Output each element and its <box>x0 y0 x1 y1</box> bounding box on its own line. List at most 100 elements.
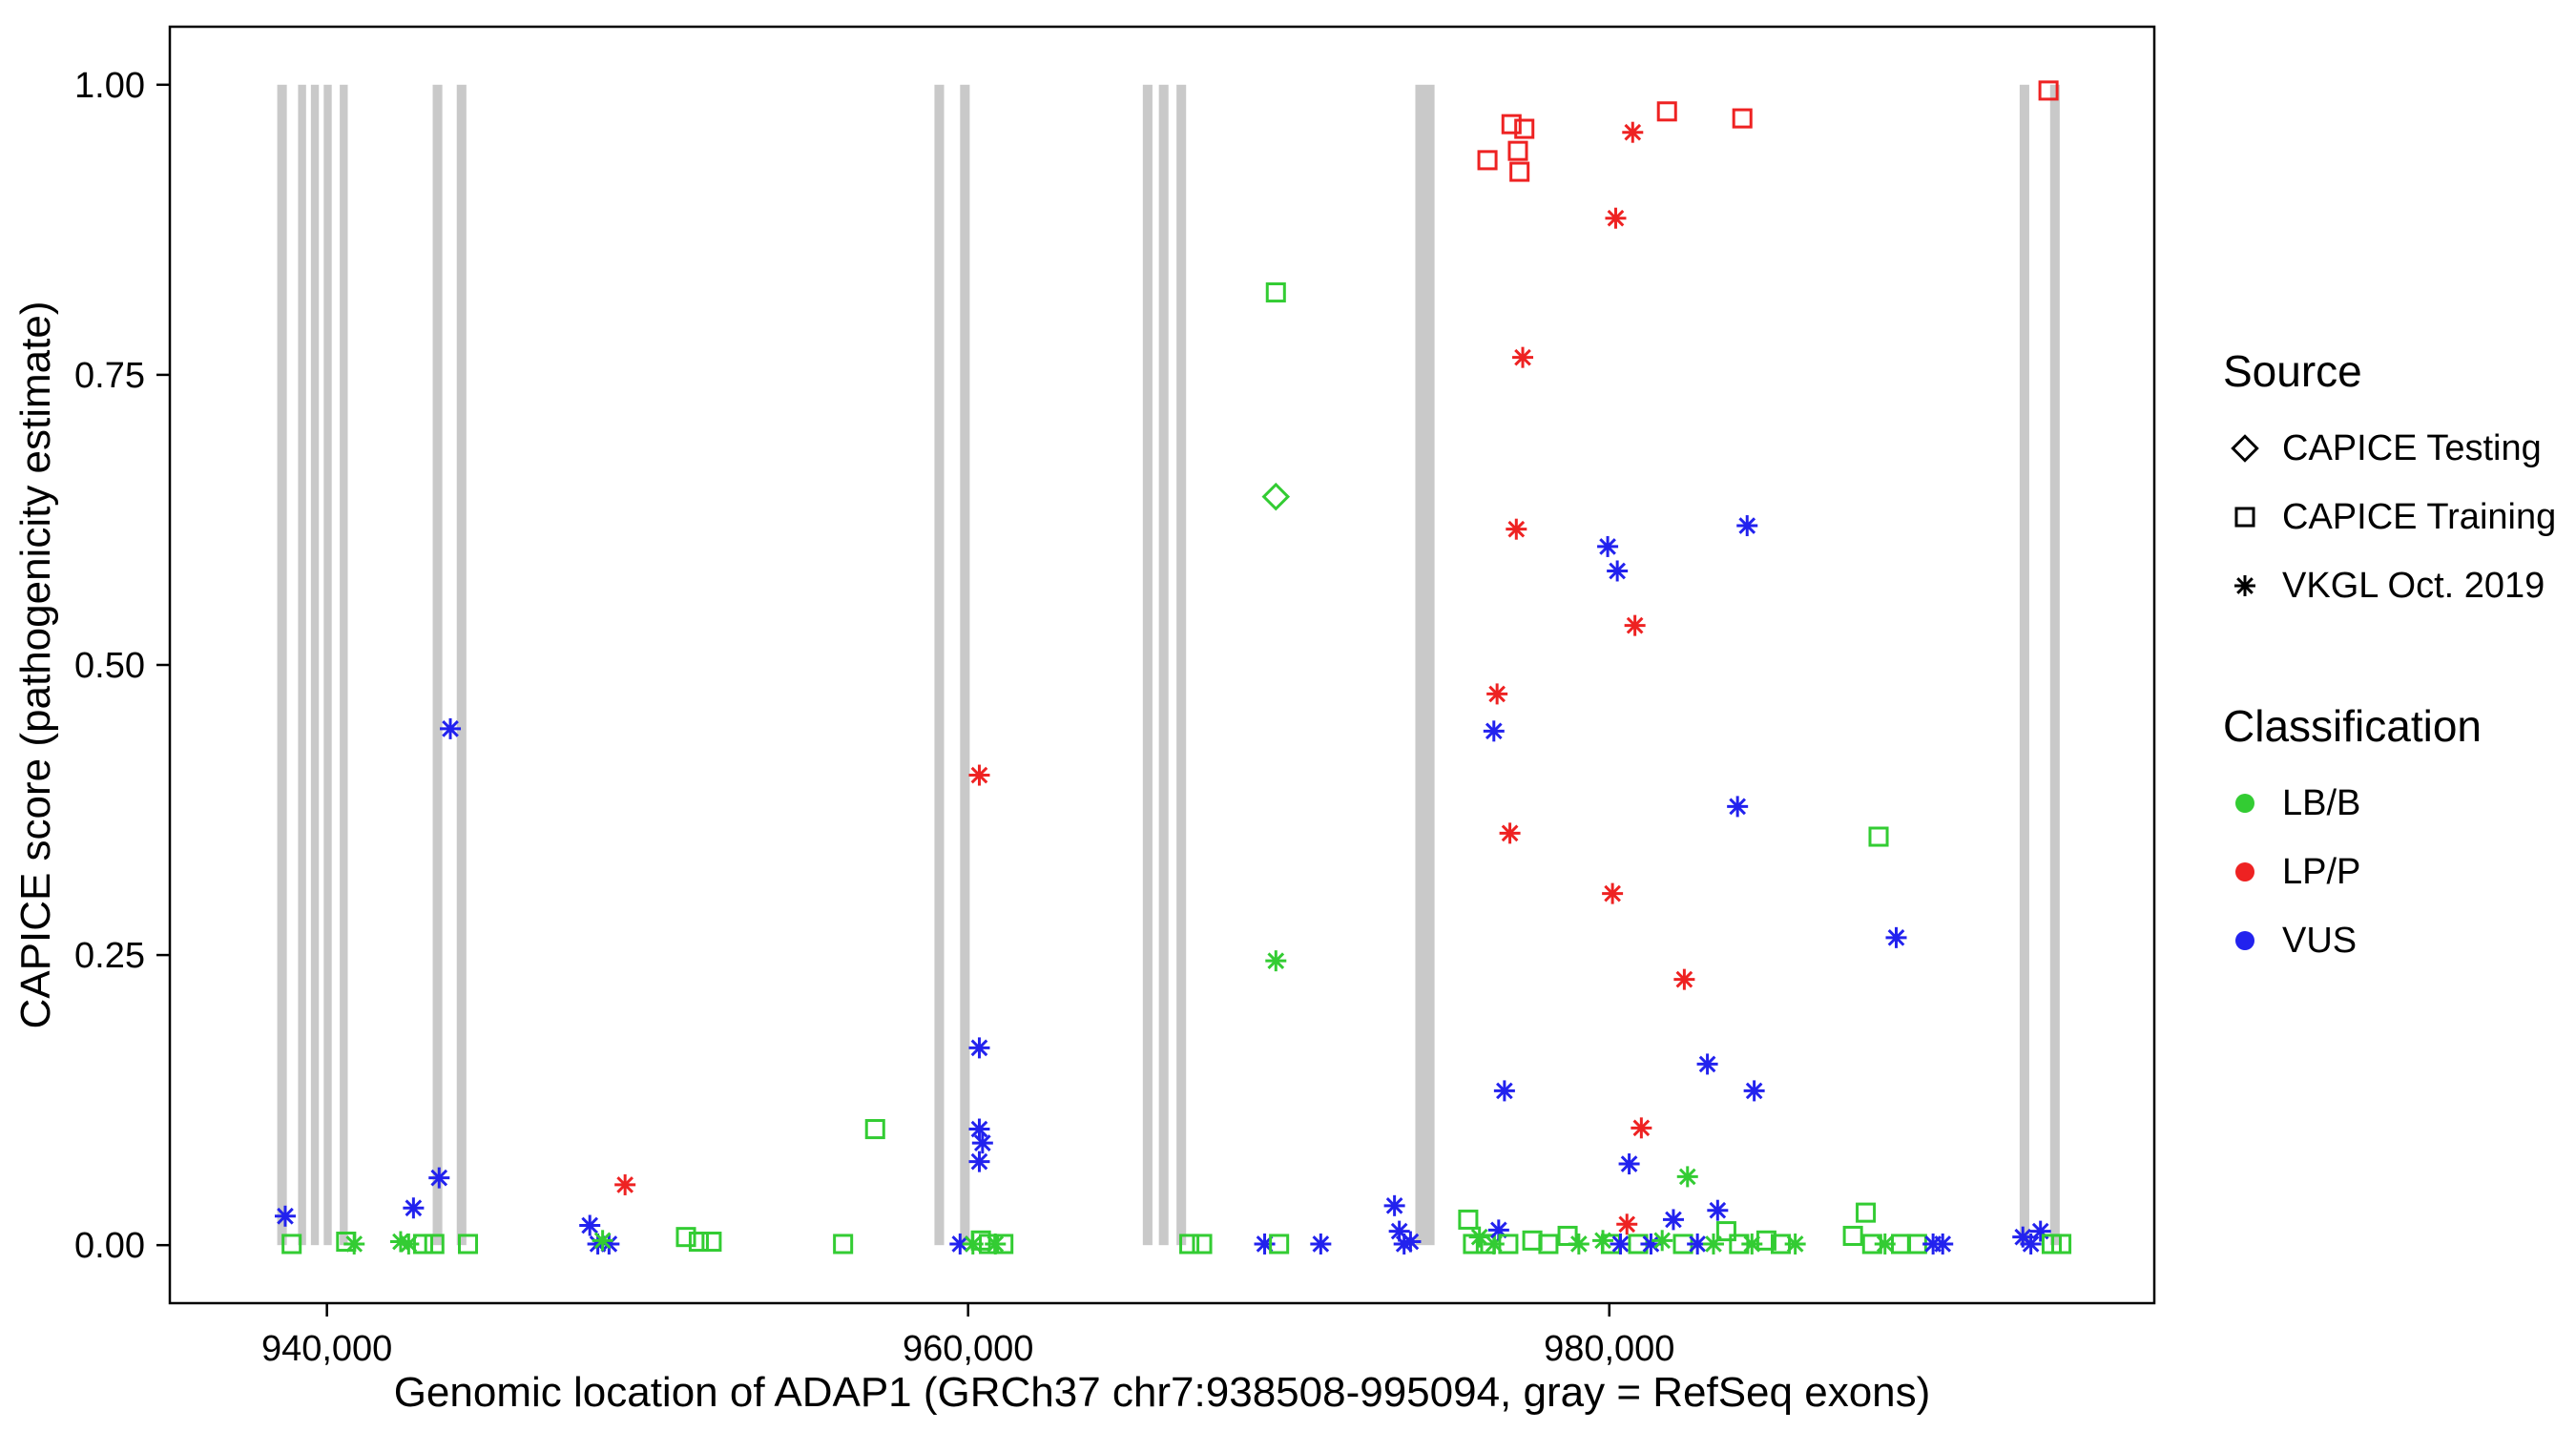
legend-group-classification: Classification LB/B LP/P VUS <box>2223 700 2556 975</box>
exon-bar <box>310 84 320 1246</box>
data-point-asterisk <box>1707 1199 1729 1221</box>
exon-bar <box>432 84 443 1246</box>
data-point-asterisk <box>1676 1166 1698 1188</box>
x-tick-label: 960,000 <box>903 1329 1033 1369</box>
data-point-asterisk <box>1696 1053 1718 1075</box>
exon-bar <box>934 84 945 1246</box>
square-icon <box>2234 507 2255 528</box>
asterisk-stroke <box>1653 1232 1672 1250</box>
asterisk-stroke <box>1632 1119 1651 1137</box>
asterisk-stroke <box>2022 1235 2040 1253</box>
legend-group-source: Source CAPICE Testing CAPICE Training VK… <box>2223 345 2556 620</box>
data-point-square <box>1507 140 1528 161</box>
lbb-dot-icon <box>2235 794 2254 813</box>
asterisk-stroke <box>1698 1055 1716 1073</box>
data-point-square <box>1463 1234 1484 1255</box>
y-tick-label: 0.50 <box>74 646 145 686</box>
data-point-square <box>1755 1230 1776 1251</box>
data-point-square <box>1179 1234 1200 1255</box>
legend-label-lbb: LB/B <box>2282 782 2361 823</box>
data-point-asterisk <box>1741 1233 1763 1255</box>
asterisk-stroke <box>1620 1155 1638 1172</box>
data-point-asterisk <box>1610 1233 1631 1255</box>
legend-label-vus: VUS <box>2282 920 2358 961</box>
asterisk-stroke <box>1607 209 1625 227</box>
exon-bar <box>323 84 332 1246</box>
data-point-square <box>281 1234 302 1255</box>
data-point-asterisk <box>592 1230 613 1252</box>
data-point-asterisk <box>1506 518 1527 540</box>
data-point-asterisk <box>1673 968 1695 990</box>
legend-label-vkgl: VKGL Oct. 2019 <box>2282 565 2545 606</box>
asterisk-stroke <box>616 1176 634 1193</box>
data-point-square <box>1265 282 1286 303</box>
asterisk-stroke <box>973 1134 991 1151</box>
data-point-diamond <box>2231 434 2259 463</box>
data-point-asterisk <box>1784 1233 1806 1255</box>
asterisk-stroke <box>1507 520 1526 538</box>
asterisk-stroke <box>1745 1082 1763 1100</box>
legend-panel: Source CAPICE Testing CAPICE Training VK… <box>2223 345 2556 1055</box>
data-point-asterisk <box>968 764 990 786</box>
data-point-asterisk <box>1597 535 1619 557</box>
exon-bar <box>1158 84 1169 1246</box>
data-point-asterisk <box>1400 1231 1422 1253</box>
data-point-asterisk <box>1499 822 1521 844</box>
lpp-dot-icon <box>2235 862 2254 881</box>
asterisk-stroke <box>581 1216 599 1234</box>
legend-dot-glyph <box>2235 794 2254 813</box>
data-point-asterisk <box>1483 720 1505 742</box>
asterisk-stroke <box>1689 1235 1707 1253</box>
legend-item-capice-training: CAPICE Training <box>2223 483 2556 551</box>
data-point-asterisk <box>1605 207 1627 229</box>
data-point-square <box>1856 1202 1877 1223</box>
data-point-square <box>993 1234 1014 1255</box>
asterisk-stroke <box>1678 1168 1696 1186</box>
y-tick-label: 0.00 <box>74 1226 145 1266</box>
data-point-asterisk <box>1631 1117 1652 1139</box>
data-point-asterisk <box>1607 560 1629 582</box>
y-tick-label: 0.75 <box>74 356 145 396</box>
data-point-asterisk <box>440 717 462 739</box>
data-point-square <box>457 1234 479 1255</box>
asterisk-stroke <box>593 1232 612 1250</box>
asterisk-stroke <box>1738 517 1756 534</box>
data-point-square <box>1458 1209 1479 1230</box>
asterisk-stroke <box>970 766 988 784</box>
exon-bar <box>456 84 467 1246</box>
legend-label-capice-testing: CAPICE Testing <box>2282 427 2542 468</box>
data-point-square <box>1842 1225 1863 1246</box>
data-point-asterisk <box>2029 1220 2051 1242</box>
asterisk-stroke <box>1729 798 1747 816</box>
asterisk-stroke <box>600 1235 618 1253</box>
asterisk-stroke <box>1385 1196 1403 1214</box>
asterisk-stroke <box>1709 1201 1727 1219</box>
data-point-square <box>1514 118 1535 139</box>
data-point-square <box>1192 1234 1213 1255</box>
x-tick-label: 980,000 <box>1544 1329 1674 1369</box>
asterisk-stroke <box>970 1120 988 1138</box>
data-point-square <box>1501 114 1522 135</box>
data-point-square <box>424 1234 445 1255</box>
asterisk-stroke <box>345 1235 364 1253</box>
data-point-square <box>1557 1225 1578 1246</box>
data-point-asterisk <box>968 1151 990 1172</box>
data-point-square <box>412 1234 433 1255</box>
data-point-square <box>1656 101 1677 122</box>
legend-item-lpp: LP/P <box>2223 838 2556 906</box>
asterisk-stroke <box>1626 616 1644 634</box>
data-point-asterisk <box>274 1205 296 1227</box>
data-point-asterisk <box>1486 683 1508 705</box>
data-point-asterisk <box>579 1214 601 1236</box>
asterisk-icon <box>2234 575 2255 596</box>
data-point-square <box>2038 80 2059 101</box>
data-point-asterisk <box>1622 121 1644 143</box>
data-point-asterisk <box>968 1118 990 1140</box>
data-point-square <box>1868 826 1889 847</box>
asterisk-stroke <box>1665 1211 1682 1229</box>
exon-bar <box>2019 84 2029 1246</box>
asterisk-stroke <box>1876 1235 1894 1253</box>
y-tick-label: 1.00 <box>74 66 145 106</box>
asterisk-stroke <box>1609 562 1626 580</box>
